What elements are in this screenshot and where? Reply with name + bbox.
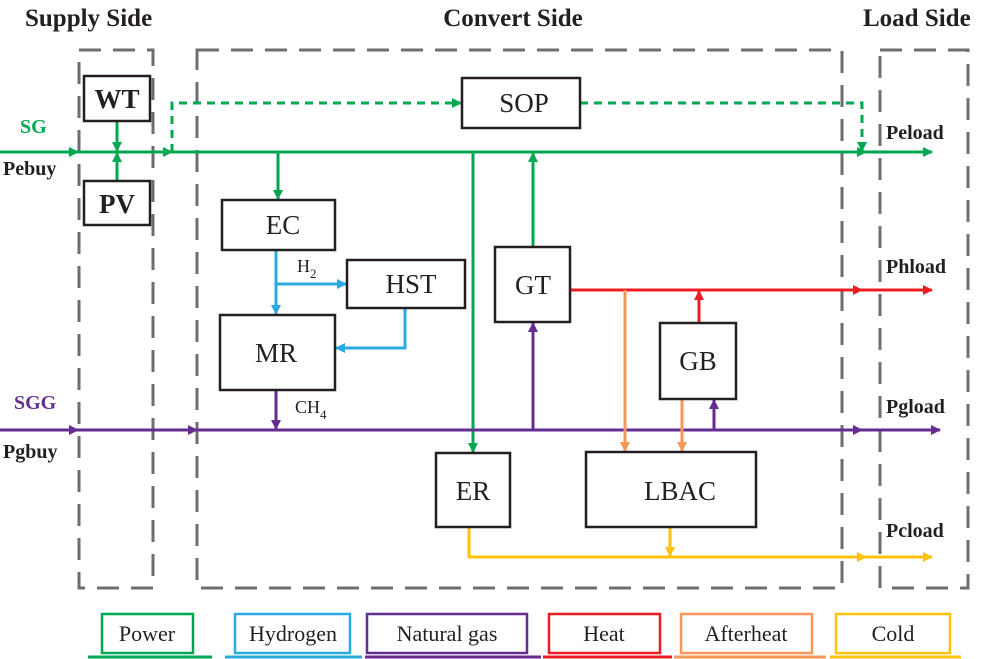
block-gb: GB bbox=[658, 321, 738, 401]
legend-label: Cold bbox=[872, 621, 915, 646]
block-wt: WT bbox=[82, 74, 152, 123]
block-sop: SOP bbox=[460, 76, 582, 130]
block-hst: HST bbox=[345, 258, 467, 310]
hydrogen-flows bbox=[271, 250, 407, 353]
power-flows bbox=[0, 98, 933, 453]
pgbuy-label: Pgbuy bbox=[3, 441, 57, 463]
block-gt-label: GT bbox=[515, 270, 551, 300]
block-hst-label: HST bbox=[385, 269, 437, 299]
block-er: ER bbox=[434, 451, 512, 529]
legend-item-afterheat: Afterheat bbox=[674, 612, 826, 659]
legend-label: Hydrogen bbox=[249, 621, 337, 646]
phload-label: Phload bbox=[886, 256, 946, 278]
sgg-label: SGG bbox=[14, 392, 57, 414]
block-ec-label: EC bbox=[266, 210, 301, 240]
block-mr: MR bbox=[218, 313, 337, 392]
load-side-region bbox=[878, 48, 970, 590]
convert-side-title: Convert Side bbox=[443, 5, 583, 32]
block-lbac: LBAC bbox=[584, 450, 758, 529]
block-mr-label: MR bbox=[255, 338, 297, 368]
legend-label: Afterheat bbox=[704, 621, 787, 646]
ch4-label: CH4 bbox=[295, 397, 327, 422]
cold-flows bbox=[467, 527, 933, 562]
block-sop-label: SOP bbox=[499, 88, 549, 118]
supply-side-region bbox=[77, 48, 155, 590]
legend-label: Power bbox=[119, 621, 176, 646]
h2-label: H2 bbox=[297, 256, 317, 281]
afterheat-flows bbox=[620, 290, 687, 452]
convert-side-region bbox=[195, 48, 844, 590]
block-gb-label: GB bbox=[679, 346, 717, 376]
block-gt: GT bbox=[493, 245, 572, 324]
legend-item-natural-gas: Natural gas bbox=[365, 612, 541, 659]
block-er-label: ER bbox=[456, 476, 491, 506]
legend-item-power: Power bbox=[88, 612, 212, 659]
legend: Power Hydrogen Natural gas Heat Afterhea… bbox=[88, 612, 961, 659]
heat-flows bbox=[570, 285, 933, 323]
legend-item-hydrogen: Hydrogen bbox=[225, 612, 362, 659]
supply-side-title: Supply Side bbox=[25, 5, 152, 32]
block-lbac-label: LBAC bbox=[644, 476, 716, 506]
pgload-label: Pgload bbox=[886, 396, 945, 418]
block-wt-label: WT bbox=[94, 84, 139, 114]
legend-item-heat: Heat bbox=[543, 612, 672, 659]
legend-label: Natural gas bbox=[397, 621, 498, 646]
peload-label: Peload bbox=[886, 122, 944, 144]
sg-label: SG bbox=[20, 116, 47, 138]
legend-item-cold: Cold bbox=[830, 612, 961, 659]
gas-flows bbox=[0, 322, 941, 435]
pcload-label: Pcload bbox=[886, 520, 944, 542]
block-ec: EC bbox=[220, 198, 337, 252]
load-side-title: Load Side bbox=[863, 5, 971, 32]
block-pv-label: PV bbox=[99, 189, 135, 219]
block-pv: PV bbox=[82, 179, 152, 227]
legend-label: Heat bbox=[583, 621, 625, 646]
pebuy-label: Pebuy bbox=[3, 158, 56, 180]
